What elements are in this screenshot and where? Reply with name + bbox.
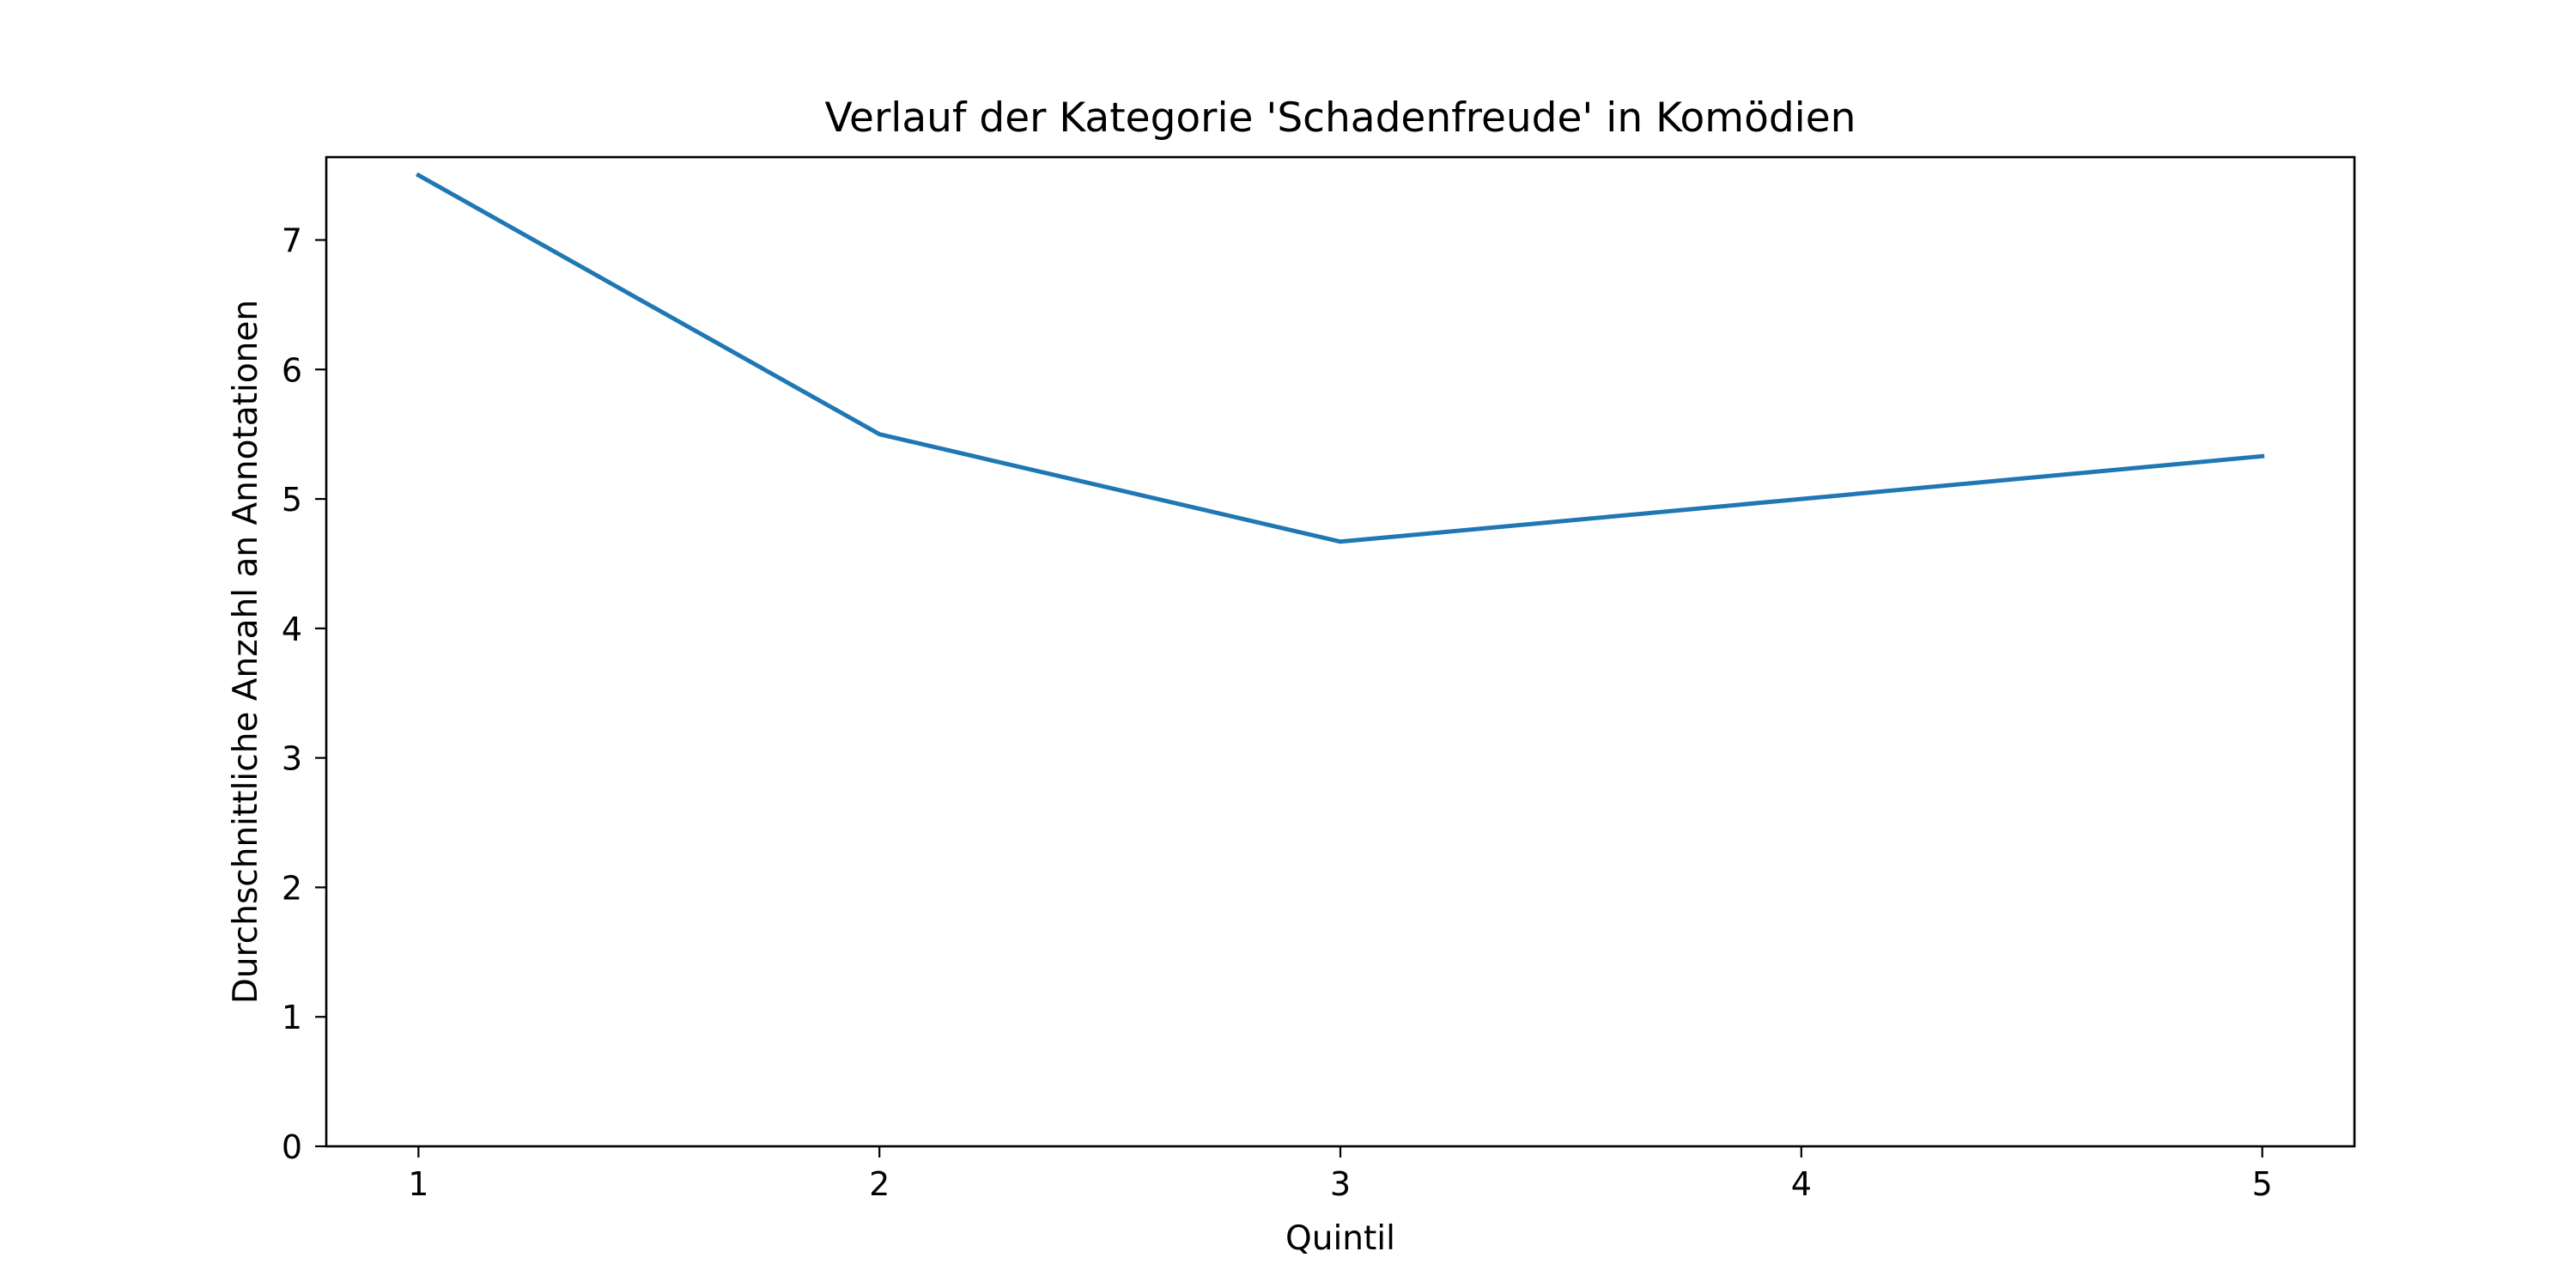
y-axis-ticks: 0 1 2 3 4 5 6 7 <box>282 222 326 1166</box>
y-tick-label: 7 <box>282 222 302 260</box>
plot-background <box>326 157 2354 1146</box>
y-axis-label: Durchschnittliche Anzahl an Annotationen <box>227 300 265 1004</box>
x-tick-label: 2 <box>869 1165 890 1203</box>
series-line <box>415 172 2265 544</box>
y-tick-label: 0 <box>282 1128 302 1166</box>
y-tick-label: 1 <box>282 999 302 1036</box>
y-tick-label: 5 <box>282 481 302 519</box>
y-tick-label: 6 <box>282 351 302 389</box>
x-tick-label: 1 <box>408 1165 428 1203</box>
y-tick-label: 4 <box>282 611 302 648</box>
plot-area <box>325 155 2356 1148</box>
y-tick-label: 3 <box>282 740 302 778</box>
x-tick-label: 5 <box>2252 1165 2273 1203</box>
x-tick-label: 4 <box>1791 1165 1812 1203</box>
y-tick-label: 2 <box>282 869 302 907</box>
chart-title: Verlauf der Kategorie 'Schadenfreude' in… <box>825 94 1856 142</box>
series-layer <box>415 172 2265 544</box>
x-tick-label: 3 <box>1330 1165 1351 1203</box>
x-axis-ticks: 1 2 3 4 5 <box>408 1146 2273 1203</box>
x-axis-label: Quintil <box>1285 1219 1395 1258</box>
